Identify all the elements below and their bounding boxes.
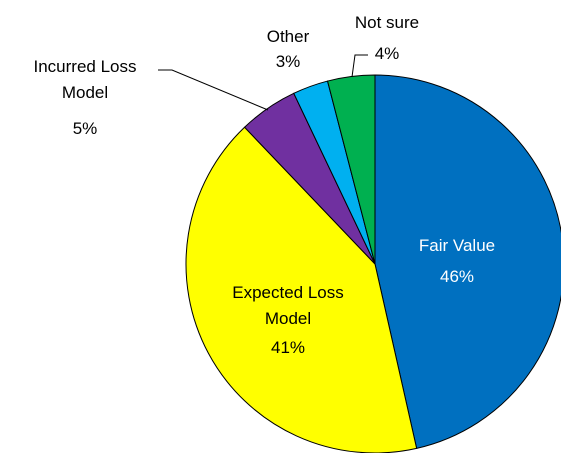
slice-label: Other	[267, 27, 310, 46]
pie-slice	[185, 126, 418, 453]
value-label: 3%	[276, 52, 301, 71]
value-label: 41%	[271, 338, 305, 357]
slice-label: Expected Loss Model	[232, 283, 344, 328]
value-label: 4%	[375, 44, 400, 63]
slice-label: Incurred Loss Model	[34, 57, 137, 102]
slice-label: Not sure	[355, 13, 419, 32]
leader-line	[351, 54, 368, 78]
value-label: 5%	[73, 119, 98, 138]
pie-slice	[326, 74, 376, 265]
slice-label: Fair Value	[419, 236, 495, 255]
value-label: 46%	[440, 267, 474, 286]
pie-slice	[374, 74, 561, 449]
leader-line	[158, 69, 269, 111]
